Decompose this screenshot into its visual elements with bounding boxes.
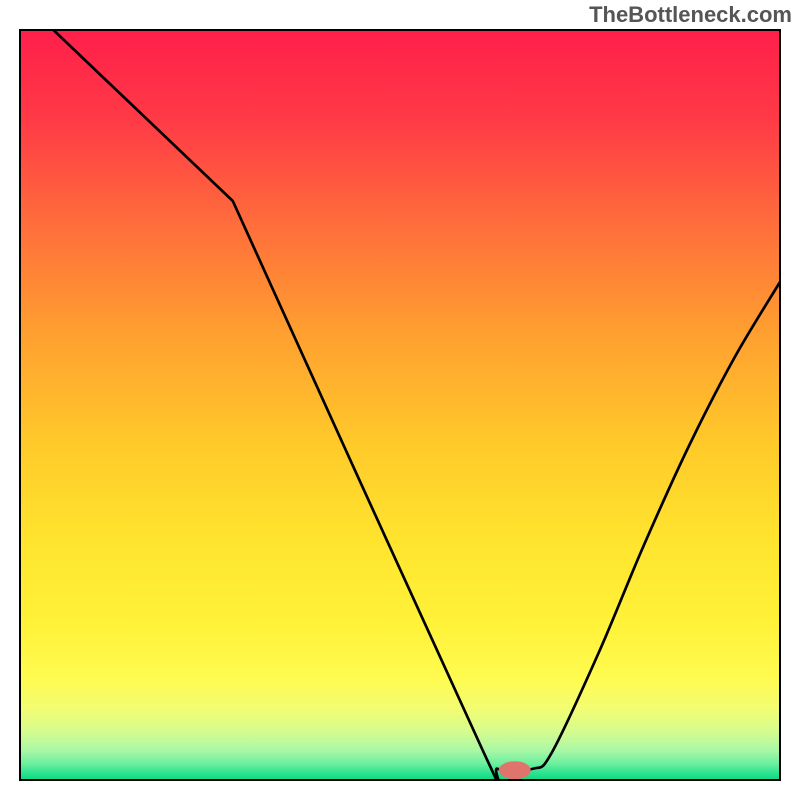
gradient-background — [20, 30, 780, 780]
optimal-point-marker — [499, 761, 531, 779]
watermark-text: TheBottleneck.com — [589, 2, 792, 28]
bottleneck-curve-chart — [0, 0, 800, 800]
